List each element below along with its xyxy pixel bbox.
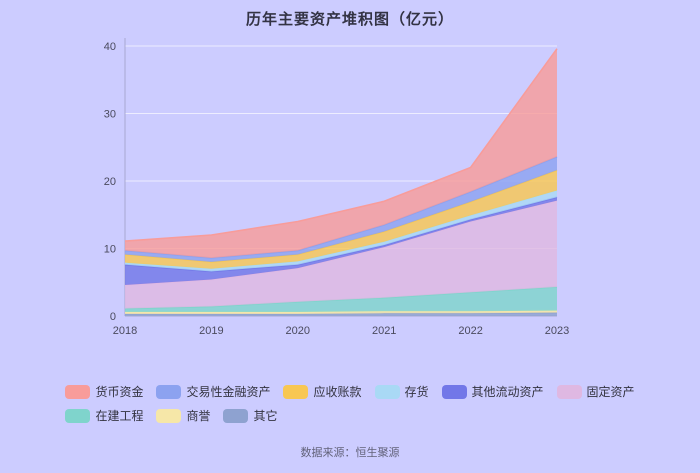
x-axis-label: 2018 <box>113 325 137 337</box>
legend-item-fixed-assets[interactable]: 固定资产 <box>556 383 635 400</box>
area-other-current-assets <box>125 197 557 285</box>
y-axis-label: 40 <box>104 41 116 53</box>
legend-item-trading-financial-assets[interactable]: 交易性金融资产 <box>156 383 270 400</box>
data-source-label: 数据来源：恒生聚源 <box>300 447 400 459</box>
y-axis-label: 20 <box>104 176 116 188</box>
legend-swatch <box>156 408 182 423</box>
legend-label: 其它 <box>253 409 278 423</box>
legend-item-other-current-assets[interactable]: 其他流动资产 <box>441 383 544 400</box>
legend-swatch <box>223 408 249 423</box>
x-axis-label: 2023 <box>545 325 569 337</box>
legend-swatch <box>374 384 400 399</box>
legend-label: 存货 <box>404 385 429 399</box>
legend-label: 其他流动资产 <box>471 385 544 399</box>
y-axis-label: 30 <box>104 109 116 121</box>
legend-swatch <box>283 384 309 399</box>
legend-label: 在建工程 <box>95 409 144 423</box>
area-fixed-assets <box>125 200 557 309</box>
legend-item-accounts-receivable[interactable]: 应收账款 <box>283 383 362 400</box>
legend-row: 在建工程 商誉 其它 <box>65 407 278 424</box>
legend-item-inventory[interactable]: 存货 <box>374 383 429 400</box>
x-axis-label: 2019 <box>199 325 223 337</box>
area-monetary-funds <box>125 48 557 258</box>
legend-swatch <box>65 408 91 423</box>
x-axis-label: 2020 <box>286 325 310 337</box>
legend-item-construction-in-progress[interactable]: 在建工程 <box>65 407 143 424</box>
legend-row: 货币资金 交易性金融资产 应收账款 存货 其他流动资产 固定资产 <box>65 383 635 400</box>
legend-swatch <box>556 384 582 399</box>
legend-label: 货币资金 <box>95 385 144 399</box>
legend-item-others[interactable]: 其它 <box>223 407 278 424</box>
legend-label: 商誉 <box>186 409 211 423</box>
legend: 货币资金 交易性金融资产 应收账款 存货 其他流动资产 固定资产在建工程 商誉 其它 <box>0 383 700 424</box>
legend-rows: 货币资金 交易性金融资产 应收账款 存货 其他流动资产 固定资产在建工程 商誉 其它 <box>65 383 635 424</box>
legend-swatch <box>65 384 91 399</box>
legend-label: 交易性金融资产 <box>186 385 271 399</box>
y-axis-label: 0 <box>110 311 116 323</box>
x-axis-label: 2022 <box>458 325 482 337</box>
stacked-area-chart: 0 10 20 30 40 2018 2019 2020 2021 2022 2023 <box>104 38 569 337</box>
chart-area: 0 10 20 30 40 2018 2019 2020 2021 2022 2023 <box>0 30 700 365</box>
x-axis-label: 2021 <box>372 325 396 337</box>
chart-title: 历年主要资产堆积图（亿元） <box>245 11 454 28</box>
legend-item-monetary-funds[interactable]: 货币资金 <box>65 383 143 400</box>
area-edge-other-current-assets <box>124 196 558 273</box>
legend-swatch <box>441 384 467 399</box>
legend-item-goodwill[interactable]: 商誉 <box>156 407 210 424</box>
area-trading-financial-assets <box>125 156 557 262</box>
legend-label: 应收账款 <box>313 385 362 399</box>
legend-label: 固定资产 <box>586 385 635 399</box>
y-axis-label: 10 <box>104 244 116 256</box>
area-edge-monetary-funds <box>124 48 558 242</box>
legend-swatch <box>156 384 182 399</box>
